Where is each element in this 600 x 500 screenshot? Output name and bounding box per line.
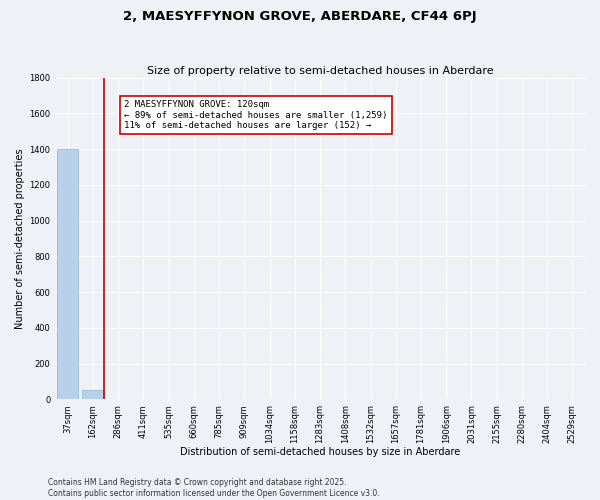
X-axis label: Distribution of semi-detached houses by size in Aberdare: Distribution of semi-detached houses by … (180, 448, 460, 458)
Title: Size of property relative to semi-detached houses in Aberdare: Size of property relative to semi-detach… (147, 66, 493, 76)
Text: 2, MAESYFFYNON GROVE, ABERDARE, CF44 6PJ: 2, MAESYFFYNON GROVE, ABERDARE, CF44 6PJ (123, 10, 477, 23)
Bar (57, 149, 79, 400)
Y-axis label: Number of semi-detached properties: Number of semi-detached properties (15, 148, 25, 329)
Bar (82, 390, 104, 400)
Text: Contains HM Land Registry data © Crown copyright and database right 2025.
Contai: Contains HM Land Registry data © Crown c… (48, 478, 380, 498)
Text: 2 MAESYFFYNON GROVE: 120sqm
← 89% of semi-detached houses are smaller (1,259)
11: 2 MAESYFFYNON GROVE: 120sqm ← 89% of sem… (124, 100, 388, 130)
